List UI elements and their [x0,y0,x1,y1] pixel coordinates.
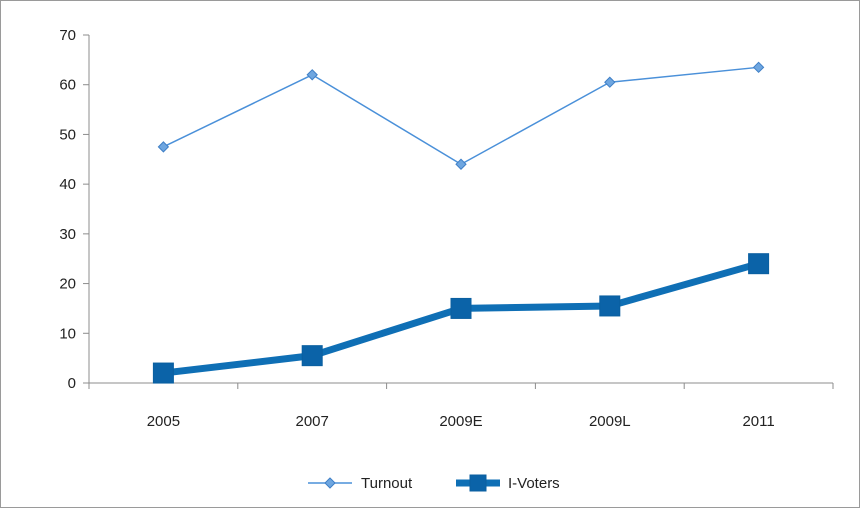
legend: Turnout I-Voters [308,474,560,492]
y-tick-label: 40 [59,176,76,193]
legend-label: I-Voters [508,475,560,492]
data-point [748,253,770,275]
data-point [455,158,467,170]
data-point [306,69,318,81]
y-tick-label: 60 [59,77,76,94]
data-point [752,61,765,74]
y-tick-label: 70 [59,27,76,44]
x-tick-label: 2007 [296,413,329,430]
legend-marker [469,474,487,492]
data-point [152,362,174,384]
y-tick-label: 20 [59,276,76,293]
data-point [157,141,170,153]
x-tick-label: 2009L [589,413,631,430]
x-tick-label: 2005 [147,413,180,430]
y-tick-label: 0 [68,375,76,392]
axes: 0 10 20 30 40 50 60 70 2005 2007 2009E 2009L 2011 [59,27,834,430]
data-point [604,76,616,88]
y-tick-label: 10 [59,325,76,342]
data-point [599,295,621,317]
series-turnout [157,61,765,170]
data-point [301,345,323,367]
series-i-voters [152,253,770,384]
x-tick-label: 2011 [742,413,774,430]
y-tick-label: 50 [59,126,76,143]
legend-item: I-Voters [456,474,560,492]
legend-marker [324,477,336,489]
legend-item: Turnout [308,475,413,492]
y-tick-label: 30 [59,226,76,243]
x-tick-label: 2009E [439,413,482,430]
data-point [450,297,472,319]
series-layer [152,61,770,384]
legend-label: Turnout [361,475,413,492]
series-line [162,66,760,166]
